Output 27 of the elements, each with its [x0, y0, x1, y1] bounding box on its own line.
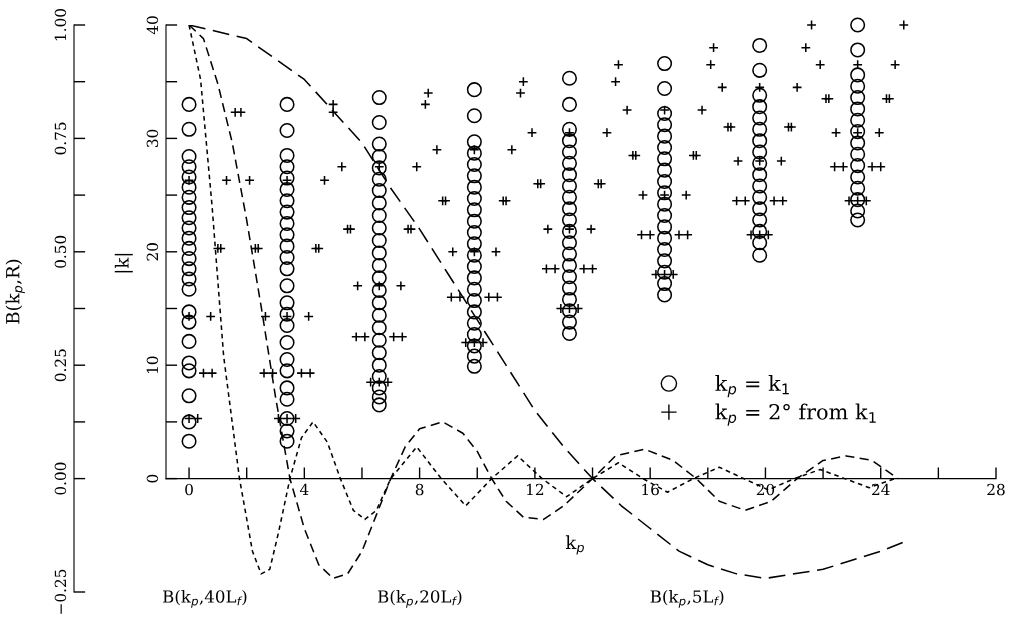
x-tick-label: 24 [872, 483, 890, 496]
x-tick-label: 0 [185, 483, 193, 496]
annotation: B(k$_{p}$,20L$_{f}$) [377, 589, 462, 608]
legend-label: k$_{p}$ = k$_{1}$ [715, 375, 789, 398]
legend-label: k$_{p}$ = 2° from k$_{1}$ [715, 403, 876, 426]
y2-tick-label: 10 [146, 356, 159, 374]
y-tick-label: 0.25 [54, 349, 67, 382]
y-tick-label: 0.75 [54, 122, 67, 155]
y-axis-title: B(k$_{p}$,R) [5, 259, 25, 324]
annotation: B(k$_{p}$,5L$_{f}$) [650, 589, 724, 608]
y-tick-label: 1.00 [54, 9, 67, 41]
y-tick-label: −0.25 [54, 569, 67, 614]
annotation: B(k$_{p}$,40L$_{f}$) [163, 589, 247, 608]
y-tick-label: 0.00 [54, 462, 67, 495]
x-tick-label: 20 [756, 483, 775, 496]
x-tick-label: 8 [415, 483, 424, 496]
y-tick-label: 0.50 [54, 235, 67, 268]
y2-tick-label: 30 [146, 129, 159, 147]
y2-axis-title: |k| [114, 253, 133, 273]
x-tick-label: 12 [527, 483, 544, 496]
y2-tick-label: 0 [146, 474, 159, 483]
x-tick-label: 4 [299, 483, 309, 496]
y2-tick-label: 40 [146, 16, 159, 35]
x-tick-label: 16 [642, 483, 659, 496]
x-tick-label: 28 [987, 483, 1005, 496]
x-axis-title: k$_{p}$ [565, 535, 584, 555]
y2-tick-label: 20 [146, 243, 159, 261]
